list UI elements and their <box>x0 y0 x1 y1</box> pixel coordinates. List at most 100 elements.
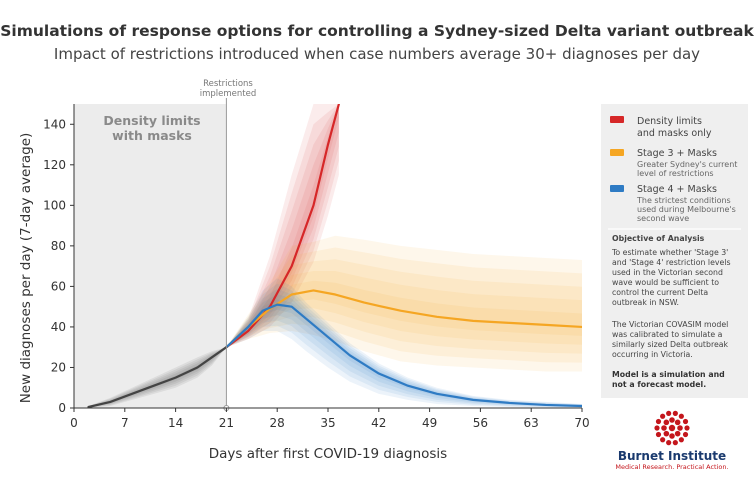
series-line-0 <box>225 104 340 349</box>
objective-line-5: control the current Delta <box>612 288 708 297</box>
logo-dot <box>674 419 681 426</box>
logo-dot <box>660 413 666 419</box>
logo-dot <box>684 425 690 431</box>
chart-subtitle: Impact of restrictions introduced when c… <box>54 45 700 63</box>
x-tick-label: 49 <box>422 416 437 430</box>
series-band-2-layer-1 <box>226 294 582 407</box>
x-tick-label: 70 <box>574 416 589 430</box>
x-tick-label: 56 <box>473 416 488 430</box>
logo-dot <box>674 430 681 437</box>
y-axis-label: New diagnoses per day (7-day average) <box>18 133 34 404</box>
series-band-0-layer-4 <box>226 104 339 348</box>
y-tick-label: 140 <box>43 117 66 131</box>
logo-dot <box>677 425 683 431</box>
x-axis-label: Days after first COVID-19 diagnosis <box>209 446 447 462</box>
y-tick-label: 120 <box>43 158 66 172</box>
legend-swatch-orange <box>610 149 624 156</box>
axes: 0 7 14 21 28 35 42 49 56 63 70 0 20 40 60 80 100 120 140 <box>43 104 590 430</box>
y-tick-label: 40 <box>51 320 66 334</box>
legend-item-blue-desc-2: used during Melbourne's <box>637 205 736 214</box>
objective-note-line-2: not a forecast model. <box>612 380 706 389</box>
x-tick-label: 0 <box>70 416 78 430</box>
x-tick-label: 14 <box>168 416 183 430</box>
logo-dot <box>678 437 684 443</box>
objective-model-line-1: The Victorian COVASIM model <box>611 320 728 329</box>
logo-dot <box>682 418 689 425</box>
x-tick-label: 35 <box>320 416 335 430</box>
restrictions-annotation-line2: implemented <box>200 89 256 99</box>
series-band-1-layer-3 <box>226 247 582 363</box>
series-band-1-layer-2 <box>226 259 582 354</box>
uncertainty-bands <box>88 104 582 408</box>
legend-item-blue-desc-1: The strictest conditions <box>636 196 731 205</box>
logo-dot <box>682 431 689 438</box>
logo-dot <box>654 425 660 431</box>
logo-dot <box>655 431 662 438</box>
series-band-0-layer-3 <box>226 104 339 348</box>
legend-item-red-title-1: Density limits <box>637 116 702 127</box>
objective-line-2: and 'Stage 4' restriction levels <box>612 258 731 267</box>
shaded-region-layer <box>74 104 227 408</box>
legend-swatch-red <box>610 116 624 123</box>
legend-item-blue-desc-3: second wave <box>637 214 689 223</box>
series-band-1-layer-0 <box>226 280 582 348</box>
y-tick-label: 20 <box>51 360 66 374</box>
objective-line-6: outbreak in NSW. <box>612 298 679 307</box>
brand-name: Burnet Institute <box>618 449 726 463</box>
series-band-2-layer-4 <box>226 278 582 408</box>
x-tick-label: 63 <box>524 416 539 430</box>
x-tick-label: 21 <box>219 416 234 430</box>
logo-dot <box>672 440 678 446</box>
shaded-region <box>74 104 227 408</box>
series-band-1-layer-4 <box>226 235 582 372</box>
series-band-3-layer-4 <box>88 347 227 408</box>
restrictions-annotation-line1: Restrictions <box>203 79 253 89</box>
legend-swatch-blue <box>610 185 624 192</box>
series-band-2-layer-3 <box>226 283 582 408</box>
objective-model-line-3: similarly sized Delta outbreak <box>612 340 729 349</box>
shaded-region-label-line1: Density limits <box>103 113 200 128</box>
legend-item-blue-title: Stage 4 + Masks <box>637 184 717 195</box>
logo-dot <box>663 430 670 437</box>
logo-dot <box>672 410 678 416</box>
series-line-2 <box>225 303 582 408</box>
shaded-region-label-line2: with masks <box>112 128 192 143</box>
objective-note-line-1: Model is a simulation and <box>612 370 725 379</box>
x-tick-label: 7 <box>121 416 129 430</box>
objective-line-1: To estimate whether 'Stage 3' <box>611 248 728 257</box>
chart-title: Simulations of response options for cont… <box>0 22 754 40</box>
logo-dot <box>666 440 672 446</box>
objective-model-line-4: occurring in Victoria. <box>612 350 693 359</box>
brand-tagline: Medical Research. Practical Action. <box>615 463 728 471</box>
series-lines <box>87 104 582 408</box>
logo-dot <box>669 433 675 439</box>
legend-item-orange-desc-2: level of restrictions <box>637 169 714 178</box>
objective-line-3: used in the Victorian second <box>612 268 723 277</box>
y-tick-label: 60 <box>51 279 66 293</box>
objective-model-line-2: was calibrated to simulate a <box>612 330 723 339</box>
logo-dot <box>668 424 676 432</box>
objective-heading: Objective of Analysis <box>612 234 705 243</box>
logo-dot <box>666 410 672 416</box>
series-band-2-layer-2 <box>226 288 582 408</box>
legend-panel: Density limits and masks only Stage 3 + … <box>601 104 748 398</box>
logo-dot <box>663 419 670 426</box>
x-tick-label: 28 <box>270 416 285 430</box>
logo-dot <box>655 418 662 425</box>
logo-dot <box>669 417 675 423</box>
objective-line-4: wave would be sufficient to <box>612 278 719 287</box>
legend-item-red-title-2: and masks only <box>637 128 712 139</box>
legend-item-orange-desc-1: Greater Sydney's current <box>637 160 737 169</box>
logo-dot <box>661 425 667 431</box>
series-band-3-layer-3 <box>88 347 227 408</box>
y-tick-label: 80 <box>51 239 66 253</box>
x-tick-label: 42 <box>371 416 386 430</box>
y-tick-label: 100 <box>43 198 66 212</box>
burnet-logo-icon <box>654 410 690 446</box>
logo-dot <box>660 437 666 443</box>
series-line-3 <box>87 346 228 408</box>
legend-panel-background <box>601 104 748 398</box>
logo-dot <box>678 413 684 419</box>
series-band-0-layer-2 <box>226 104 339 348</box>
